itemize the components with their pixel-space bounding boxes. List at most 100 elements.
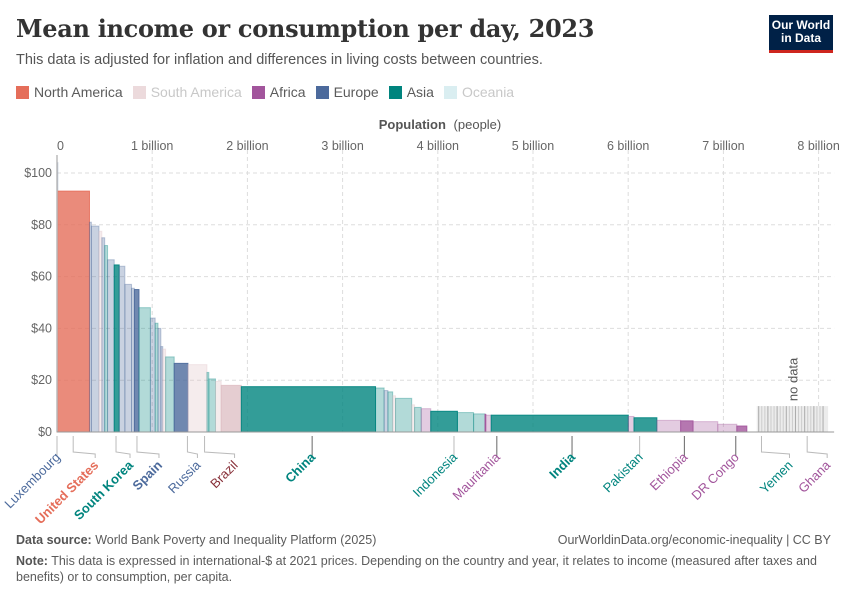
country-label: Russia xyxy=(165,457,204,496)
legend-label: North America xyxy=(34,84,123,100)
bar xyxy=(113,264,120,433)
x-axis-title-bold: Population xyxy=(379,117,446,132)
country-label: Ghana xyxy=(795,457,834,496)
bar xyxy=(208,378,217,433)
bar xyxy=(220,384,242,433)
data-source-text: World Bank Poverty and Inequality Platfo… xyxy=(95,533,377,547)
x-axis-title-unit: (people) xyxy=(454,117,502,132)
x-tick-label: 1 billion xyxy=(131,139,173,153)
legend-swatch xyxy=(315,85,329,99)
bar xyxy=(387,391,394,433)
x-tick-label: 3 billion xyxy=(321,139,363,153)
legend-item-africa[interactable]: Africa xyxy=(251,84,306,100)
note: Note: This data is expressed in internat… xyxy=(16,553,826,585)
country-label: Mauritania xyxy=(449,449,503,503)
legend-item-south-america[interactable]: South America xyxy=(132,84,242,100)
data-source-label: Data source: xyxy=(16,533,92,547)
x-tick-label: 5 billion xyxy=(512,139,554,153)
bar xyxy=(383,390,389,433)
label-leader-line xyxy=(204,436,236,458)
source-url-link[interactable]: OurWorldinData.org/economic-inequality |… xyxy=(557,533,831,547)
x-tick-label: 4 billion xyxy=(417,139,459,153)
legend-label: Europe xyxy=(333,84,379,100)
bar xyxy=(149,317,156,433)
bar xyxy=(456,412,475,433)
bar xyxy=(692,421,719,433)
x-tick-label: 6 billion xyxy=(607,139,649,153)
x-tick-label: 2 billion xyxy=(226,139,268,153)
x-axis-title: Population (people) xyxy=(379,117,502,132)
bar xyxy=(187,364,208,433)
country-label: Spain xyxy=(129,457,165,493)
bar xyxy=(124,283,133,433)
grid-lines xyxy=(57,150,835,432)
bar xyxy=(627,415,635,433)
x-tick-label: 8 billion xyxy=(797,139,839,153)
legend-swatch xyxy=(16,85,29,99)
bar xyxy=(107,259,115,433)
no-data-region: no data xyxy=(756,357,829,432)
no-data-label: no data xyxy=(785,357,800,401)
bar xyxy=(736,425,748,433)
chart-subtitle: This data is adjusted for inflation and … xyxy=(16,52,543,68)
bar xyxy=(138,307,151,433)
bar xyxy=(118,265,126,433)
label-leader-line xyxy=(186,436,198,458)
bar xyxy=(473,413,486,433)
legend-swatch xyxy=(132,85,146,99)
legend: North America South America Africa Europ… xyxy=(16,84,514,100)
country-label: Pakistan xyxy=(600,450,646,496)
bar xyxy=(430,410,458,433)
y-tick-label: $100 xyxy=(24,166,52,180)
label-leader-line xyxy=(115,436,131,458)
bar xyxy=(240,386,377,433)
x-tick-label: 0 xyxy=(57,139,64,153)
chart-title: Mean income or consumption per day, 2023 xyxy=(16,14,595,43)
legend-swatch xyxy=(388,85,402,99)
bar xyxy=(173,362,189,433)
y-tick-label: $80 xyxy=(31,218,52,232)
legend-item-asia[interactable]: Asia xyxy=(388,84,434,100)
y-tick-label: $0 xyxy=(38,425,52,439)
y-tick-label: $40 xyxy=(31,321,52,335)
country-label: China xyxy=(282,449,319,486)
legend-label: Oceania xyxy=(461,84,515,100)
data-source: Data source: World Bank Poverty and Ineq… xyxy=(16,533,376,547)
legend-swatch xyxy=(251,85,265,99)
legend-label: South America xyxy=(150,84,242,100)
legend-item-oceania[interactable]: Oceania xyxy=(443,84,515,100)
bar xyxy=(215,380,222,433)
x-tick-label: 7 billion xyxy=(702,139,744,153)
country-label: DR Congo xyxy=(688,450,742,504)
legend-item-north-america[interactable]: North America xyxy=(16,84,123,100)
bar xyxy=(490,414,629,433)
label-leader-line xyxy=(136,436,160,458)
bar xyxy=(395,397,413,433)
bar xyxy=(420,408,432,433)
country-label: Ethiopia xyxy=(647,449,691,493)
bar xyxy=(56,190,90,433)
country-label: Brazil xyxy=(207,457,241,491)
bar xyxy=(717,423,738,433)
logo-line-2: in Data xyxy=(780,31,821,45)
bar xyxy=(90,225,100,433)
legend-label: Asia xyxy=(406,84,434,100)
owid-logo[interactable]: Our World in Data xyxy=(769,15,833,53)
country-label: India xyxy=(546,449,579,482)
bar xyxy=(484,414,492,433)
bar xyxy=(656,419,682,433)
label-leader-line xyxy=(72,436,96,458)
country-label: Yemen xyxy=(757,458,796,497)
y-tick-label: $20 xyxy=(31,373,52,387)
bar xyxy=(633,417,658,433)
bar xyxy=(133,289,140,433)
label-leader-line xyxy=(806,436,828,458)
legend-item-europe[interactable]: Europe xyxy=(315,84,379,100)
axes: $0 $20 $40 $60 $80 $100 0 1 billion 2 billion 3 b… xyxy=(24,139,840,439)
note-text: This data is expressed in international-… xyxy=(16,554,817,584)
bar xyxy=(375,387,385,433)
bars-group xyxy=(56,162,748,433)
logo-line-1: Our World xyxy=(771,18,831,32)
